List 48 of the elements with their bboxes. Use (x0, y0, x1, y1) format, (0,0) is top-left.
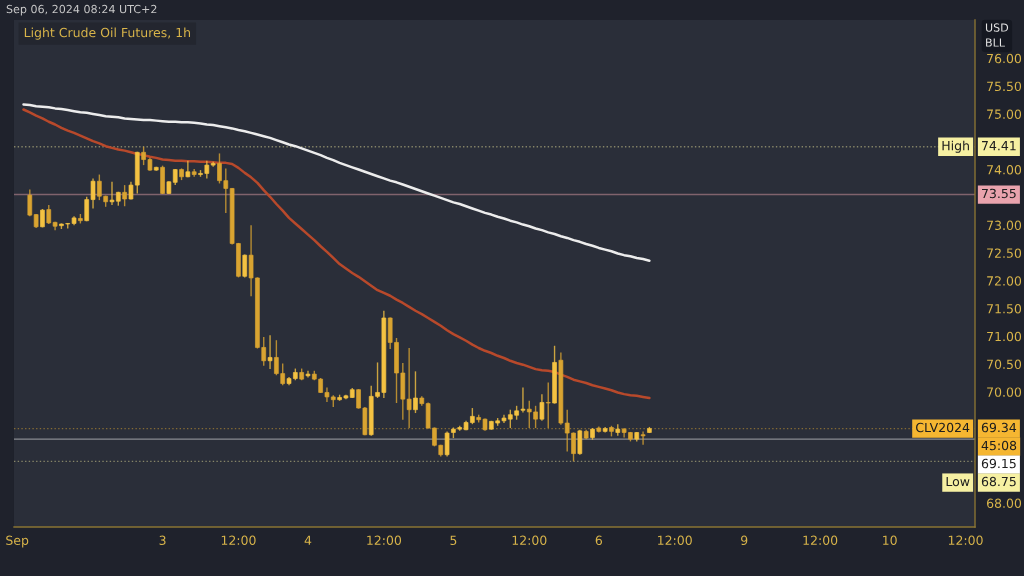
y-tick-label: 75.50 (987, 81, 1022, 92)
x-tick-label: 12:00 (221, 535, 256, 546)
y-tick-label: 70.00 (987, 387, 1022, 397)
line-series (22, 103, 651, 262)
annotation: Low (946, 476, 970, 487)
candlestick (27, 188, 33, 217)
x-tick-label: 12:00 (658, 535, 692, 546)
x-tick-label: 12:00 (367, 535, 402, 546)
x-tick-label: 5 (450, 535, 457, 546)
annotation: High (942, 140, 969, 153)
y-axis-title: USD BLL (985, 23, 1009, 47)
y-tick-label: 72.50 (987, 248, 1022, 258)
x-tick-label: 12:00 (512, 535, 547, 546)
candlestick (406, 347, 412, 429)
x-tick-label: 9 (741, 535, 748, 546)
y-tick-label: 76.00 (987, 53, 1022, 64)
candlestick (539, 393, 545, 422)
text: Light Crude Oil Futures, 1h (24, 27, 190, 40)
text: 45:08 (981, 440, 1017, 451)
candlestick (413, 370, 418, 414)
y-tick-label: 68.00 (986, 498, 1022, 509)
y-tick-label: 70.50 (987, 359, 1022, 370)
y-tick-label: 75.00 (987, 109, 1022, 119)
x-tick-label: Sep (6, 535, 29, 548)
candlestick (545, 381, 551, 429)
text: Sep 06, 2024 08:24 UTC+2 (6, 4, 157, 16)
y-tick-label: 71.00 (987, 331, 1022, 342)
candlestick (267, 334, 273, 370)
y-tick-label: 71.50 (987, 303, 1022, 314)
candlestick (640, 430, 646, 446)
x-tick-label: 6 (595, 535, 603, 546)
ref-line-label: 73.55 (982, 188, 1016, 199)
x-tick-label: 3 (159, 535, 166, 546)
candlestick (577, 429, 583, 456)
y-tick-label: 72.00 (987, 276, 1022, 286)
ref-line-label: 74.41 (982, 141, 1016, 151)
x-tick-label: 10 (883, 535, 897, 546)
y-tick-label: 73.00 (987, 220, 1022, 231)
candlestick (122, 184, 127, 207)
y-tick-label: 74.00 (987, 165, 1022, 175)
x-tick-label: 4 (304, 535, 312, 545)
annotation: CLV2024 (916, 422, 970, 433)
ref-line-label: 69.34 (981, 422, 1017, 433)
legend-label: 68.75 (981, 476, 1016, 487)
ref-line-label: 69.15 (981, 458, 1016, 469)
line-series (22, 108, 651, 400)
x-tick-label: 12:00 (803, 535, 838, 546)
x-tick-label: 12:00 (948, 535, 983, 546)
